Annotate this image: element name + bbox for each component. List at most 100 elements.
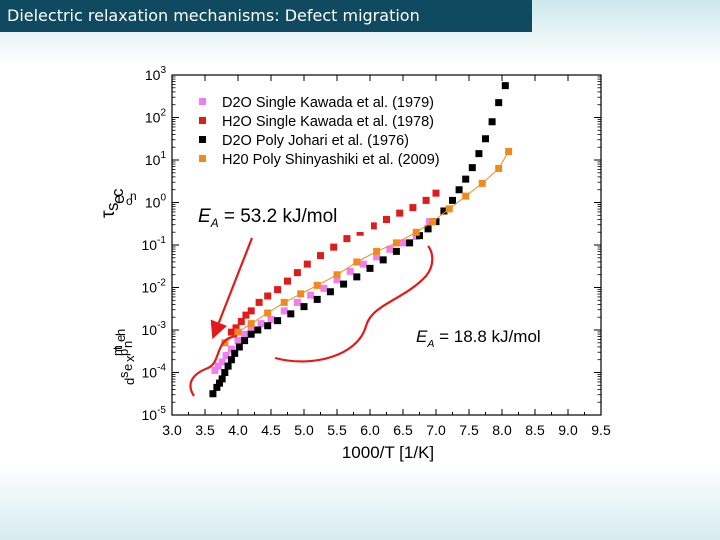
legend-marker: [199, 117, 206, 124]
x-tick-label: 3.0: [162, 422, 182, 438]
data-point: [369, 222, 377, 230]
data-point: [432, 189, 440, 197]
data-point: [356, 228, 364, 236]
y-tick-label: 100: [145, 193, 167, 211]
legend-marker: [199, 98, 206, 105]
y-axis-label-fragment: t: [110, 346, 125, 350]
legend-marker: [199, 155, 206, 162]
data-point: [478, 179, 486, 187]
data-point: [257, 320, 265, 328]
series-2: [227, 189, 440, 336]
data-point: [297, 290, 305, 298]
data-point: [234, 337, 242, 345]
data-point: [409, 204, 417, 212]
activation-energy-low-t: EA = 53.2 kJ/mol: [198, 206, 337, 230]
data-point: [475, 150, 483, 158]
data-point: [237, 318, 245, 325]
data-point: [241, 337, 249, 345]
data-point: [221, 369, 229, 376]
x-tick-label: 6.0: [360, 422, 380, 438]
data-point: [495, 165, 503, 172]
data-point: [373, 253, 381, 261]
data-point: [379, 256, 387, 264]
data-point: [218, 375, 226, 383]
y-tick-label: 10-4: [142, 363, 167, 381]
data-point: [216, 379, 224, 387]
data-point: [422, 196, 430, 204]
data-point: [488, 118, 496, 126]
data-point: [232, 324, 240, 332]
data-point: [247, 324, 255, 332]
y-axis-label-fragment: n: [130, 189, 137, 203]
data-point: [247, 320, 255, 328]
y-axis-label-fragment: e: [120, 364, 135, 371]
data-point: [449, 196, 456, 204]
x-tick-label: 9.0: [558, 422, 578, 438]
data-point: [234, 328, 242, 336]
y-tick-label: 10-2: [142, 278, 167, 296]
data-point: [505, 148, 513, 155]
data-point: [343, 235, 351, 243]
data-point: [333, 271, 341, 279]
data-point: [247, 307, 255, 315]
data-point: [222, 352, 230, 359]
annotation-bracket-low-t: [189, 334, 238, 397]
data-point: [353, 273, 361, 281]
data-point: [235, 343, 243, 351]
annotation-box: [408, 318, 583, 354]
x-tick-label: 9.5: [591, 422, 611, 438]
data-point: [280, 298, 288, 306]
legend-marker: [199, 136, 206, 143]
data-point: [241, 330, 249, 338]
data-point: [284, 277, 291, 285]
data-point: [254, 326, 262, 334]
y-axis-label-fragment: n: [120, 341, 135, 348]
data-point: [317, 252, 324, 260]
annotation-box: [186, 194, 371, 232]
y-axis-label-fragment: s: [116, 371, 131, 378]
data-point: [264, 309, 272, 317]
legend-entry: H20 Poly Shinyashiki et al. (2009): [222, 152, 440, 168]
data-point: [214, 362, 222, 370]
data-point: [495, 99, 503, 107]
data-point: [267, 315, 275, 323]
series-4: [221, 148, 513, 347]
data-series-layer: [209, 82, 513, 398]
data-point: [264, 322, 272, 330]
y-tick-label: 10-1: [142, 235, 167, 253]
data-point: [455, 186, 463, 194]
x-tick-label: 6.5: [393, 422, 413, 438]
annotations-layer: EA = 53.2 kJ/mol EA = 18.8 kJ/mol: [186, 194, 583, 397]
data-point: [462, 192, 470, 200]
data-point: [209, 390, 217, 398]
x-tick-label: 7.0: [426, 422, 446, 438]
data-point: [274, 317, 282, 325]
data-point: [386, 245, 394, 253]
y-tick-label: 10-3: [142, 320, 167, 338]
y-axis-label-fragment: h: [113, 329, 128, 336]
data-point: [468, 164, 476, 172]
data-point: [383, 216, 390, 223]
x-tick-label: 7.5: [459, 422, 479, 438]
data-point: [392, 247, 400, 255]
data-point: [313, 281, 321, 289]
x-tick-label: 4.5: [261, 422, 281, 438]
data-point: [218, 358, 226, 366]
data-point: [307, 291, 315, 299]
data-point: [501, 82, 509, 90]
data-point: [320, 284, 328, 292]
y-tick-label: 101: [145, 150, 167, 168]
y-axis-label-fragment: d: [122, 378, 137, 385]
data-point: [440, 207, 448, 215]
data-point: [213, 383, 221, 391]
data-point: [303, 260, 311, 268]
x-tick-label: 8.0: [492, 422, 512, 438]
y-axis-label-fragment: e: [109, 195, 128, 204]
data-point: [227, 328, 235, 336]
data-point: [396, 209, 404, 217]
x-tick-label: 5.5: [327, 422, 347, 438]
slide-title: Dielectric relaxation mechanisms: Defect…: [0, 0, 532, 32]
data-point: [353, 258, 361, 266]
y-axis-label-fragment: x: [122, 355, 137, 362]
data-point: [227, 356, 235, 364]
